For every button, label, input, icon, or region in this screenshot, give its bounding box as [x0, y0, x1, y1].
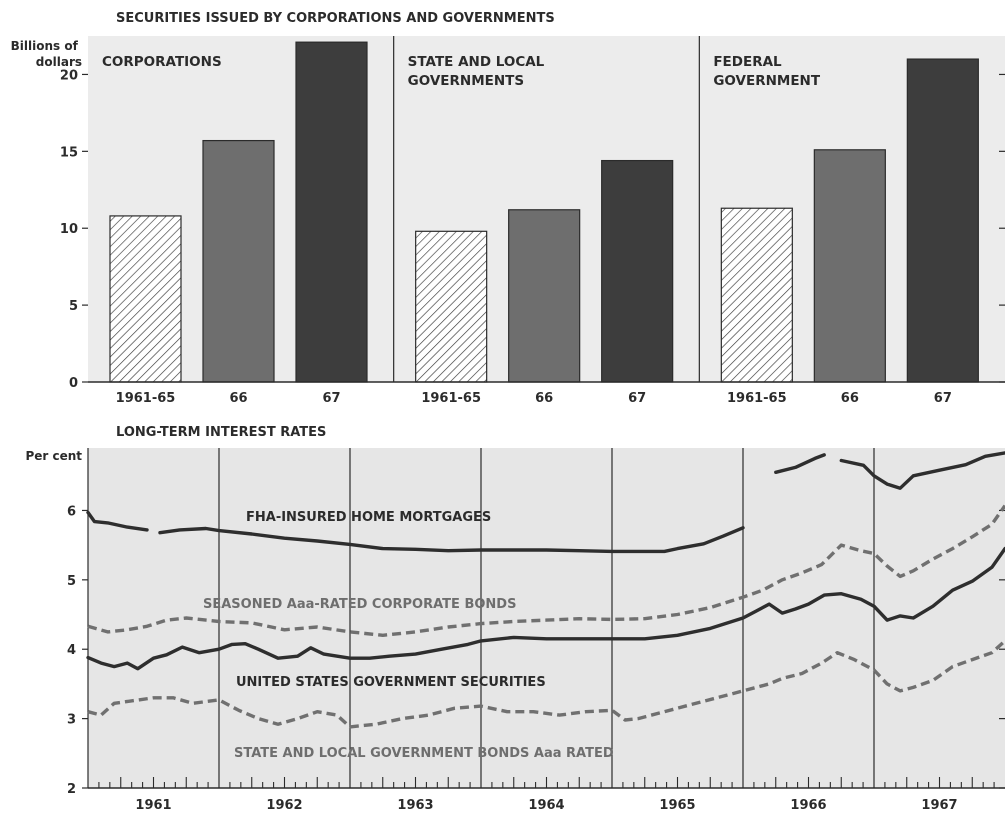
line-series — [86, 451, 1005, 729]
bar-panels: CORPORATIONS 1961-65 66 67 STATE AND LOCAL GO… — [102, 36, 979, 406]
series-label-state-and-local-government-bonds-aaa-rated: STATE AND LOCAL GOVERNMENT BONDS Aaa RAT… — [234, 746, 614, 761]
bar-ytick-label: 0 — [69, 376, 78, 391]
series-label-united-states-government-securities: UNITED STATES GOVERNMENT SECURITIES — [236, 675, 546, 690]
panel-title: STATE AND LOCAL GOVERNMENTS — [408, 54, 545, 89]
bar-chart-ylabel: Billions of dollars — [11, 39, 82, 69]
bar-ytick-label: 10 — [60, 222, 78, 237]
bar-category-label: 66 — [535, 391, 553, 406]
bar-category-label: 67 — [322, 391, 340, 406]
bar-1961-65 — [720, 207, 793, 383]
year-label-1967: 1967 — [921, 798, 957, 813]
panel-title-line: FEDERAL — [713, 54, 782, 70]
bar-66 — [508, 209, 581, 383]
series-line-segment — [839, 451, 1005, 490]
panel-title: CORPORATIONS — [102, 54, 222, 70]
bar-1961-65 — [415, 230, 488, 383]
line-ytick-label: 6 — [67, 504, 76, 519]
bar-ylabel-line-2: dollars — [36, 55, 82, 69]
bar-category-label: 66 — [229, 391, 247, 406]
bar-ytick-label: 15 — [60, 145, 78, 160]
line-chart-ylabel: Per cent — [25, 449, 82, 463]
panel-title-line: GOVERNMENT — [713, 73, 821, 89]
line-plot-background — [88, 448, 1005, 788]
line-chart-title: LONG-TERM INTEREST RATES — [116, 425, 326, 440]
panel-title-line: STATE AND LOCAL — [408, 54, 545, 70]
bar-66 — [813, 149, 886, 383]
panel-title-line: GOVERNMENTS — [408, 73, 524, 89]
line-ytick-label: 3 — [67, 713, 76, 728]
series-united-states-government-securities — [86, 546, 1005, 671]
bar-67 — [906, 58, 979, 383]
bar-category-label: 1961-65 — [727, 391, 787, 406]
year-label-1962: 1962 — [266, 798, 302, 813]
bar-ytick-label: 20 — [60, 68, 78, 83]
bar-category-label: 67 — [628, 391, 646, 406]
bar-66 — [202, 139, 275, 383]
bar-y-axis: 0 5 10 15 20 — [60, 68, 1005, 391]
bar-panel-federal-government: FEDERAL GOVERNMENT 1961-65 66 67 — [698, 36, 979, 406]
bar-1961-65 — [109, 215, 182, 383]
year-label-1964: 1964 — [528, 798, 564, 813]
bar-67 — [601, 159, 674, 383]
series-line-segment — [87, 504, 1005, 637]
series-line-segment — [774, 453, 826, 474]
panel-title: FEDERAL GOVERNMENT — [713, 54, 821, 89]
series-line-segment — [86, 510, 149, 532]
line-ytick-label: 5 — [67, 574, 76, 589]
bar-ytick-label: 5 — [69, 299, 78, 314]
bar-panel-state-and-local-governments: STATE AND LOCAL GOVERNMENTS 1961-65 66 67 — [393, 36, 674, 406]
year-label-1966: 1966 — [790, 798, 826, 813]
series-label-fha-insured-home-mortgages: FHA-INSURED HOME MORTGAGES — [246, 510, 491, 525]
bar-panel-corporations: CORPORATIONS 1961-65 66 67 — [102, 41, 368, 406]
series-seasoned-aaa-rated-corporate-bonds — [87, 504, 1005, 637]
series-line-segment — [86, 546, 1005, 671]
line-ytick-label: 4 — [67, 643, 76, 658]
line-x-axis: 1961 1962 1963 1964 1965 1966 1967 — [98, 777, 995, 813]
series-state-and-local-government-bonds-aaa-rated — [87, 639, 1005, 729]
bar-category-label: 1961-65 — [421, 391, 481, 406]
line-labels: FHA-INSURED HOME MORTGAGES SEASONED Aaa-R… — [203, 510, 614, 761]
year-label-1965: 1965 — [659, 798, 695, 813]
year-label-1961: 1961 — [135, 798, 171, 813]
bar-67 — [295, 41, 368, 383]
bar-chart-title: SECURITIES ISSUED BY CORPORATIONS AND GO… — [116, 11, 555, 26]
series-line-segment — [158, 526, 745, 554]
line-ytick-label: 2 — [67, 782, 76, 797]
bar-category-label: 67 — [934, 391, 952, 406]
series-fha-insured-home-mortgages — [86, 451, 1005, 554]
bar-category-label: 66 — [841, 391, 859, 406]
bar-ylabel-line-1: Billions of — [11, 39, 79, 53]
year-label-1963: 1963 — [397, 798, 433, 813]
panel-title-line: CORPORATIONS — [102, 54, 222, 70]
series-line-segment — [87, 639, 1005, 729]
bar-category-label: 1961-65 — [116, 391, 176, 406]
series-label-seasoned-aaa-rated-corporate-bonds: SEASONED Aaa-RATED CORPORATE BONDS — [203, 597, 516, 612]
